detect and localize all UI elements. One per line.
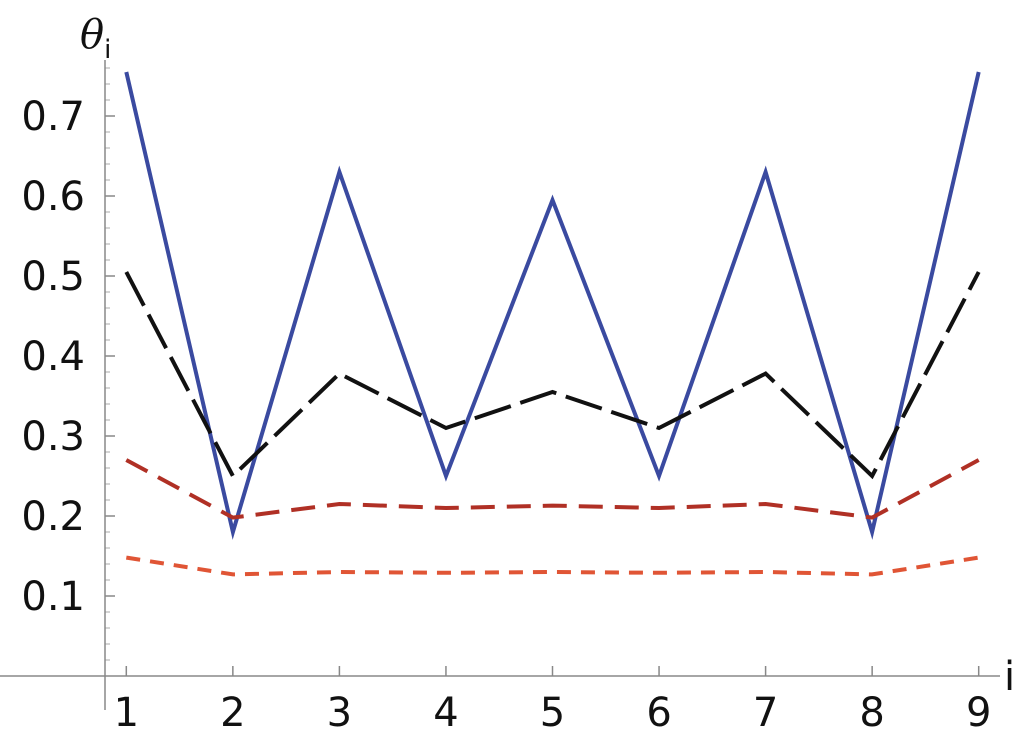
x-tick-label: 5 bbox=[540, 690, 565, 735]
y-tick-label: 0.7 bbox=[21, 94, 85, 140]
x-tick-label: 6 bbox=[646, 690, 671, 735]
y-axis-title: θi bbox=[80, 12, 111, 65]
x-tick-label: 9 bbox=[966, 690, 991, 735]
x-tick-label: 7 bbox=[753, 690, 778, 735]
x-tick-label: 1 bbox=[114, 690, 139, 735]
y-axis-title-subscript: i bbox=[104, 35, 111, 65]
x-tick-label: 3 bbox=[327, 690, 352, 735]
y-minor-ticks bbox=[105, 67, 110, 661]
x-tick-label: 8 bbox=[859, 690, 884, 735]
x-tick-label: 2 bbox=[220, 690, 245, 735]
y-axis-title-symbol: θ bbox=[80, 12, 104, 58]
y-tick-label: 0.5 bbox=[21, 254, 85, 300]
series-line-4 bbox=[125, 555, 980, 577]
y-tick-label: 0.4 bbox=[21, 334, 85, 380]
y-tick-label: 0.3 bbox=[21, 414, 85, 460]
x-axis-title: i bbox=[1004, 654, 1015, 700]
axes bbox=[0, 60, 1000, 710]
y-tick-label: 0.6 bbox=[21, 174, 85, 220]
series-layer bbox=[124, 71, 981, 577]
series-line-3 bbox=[125, 458, 980, 520]
series-line-2 bbox=[124, 271, 981, 480]
y-tick-label: 0.2 bbox=[21, 494, 85, 540]
y-tick-label: 0.1 bbox=[21, 574, 85, 620]
x-tick-label: 4 bbox=[433, 690, 458, 735]
y-ticks: 0.1 0.2 0.3 0.4 0.5 0.6 0.7 bbox=[21, 94, 115, 620]
series-line-1 bbox=[124, 71, 981, 540]
x-ticks: 1 2 3 4 5 6 7 8 9 bbox=[114, 666, 991, 735]
